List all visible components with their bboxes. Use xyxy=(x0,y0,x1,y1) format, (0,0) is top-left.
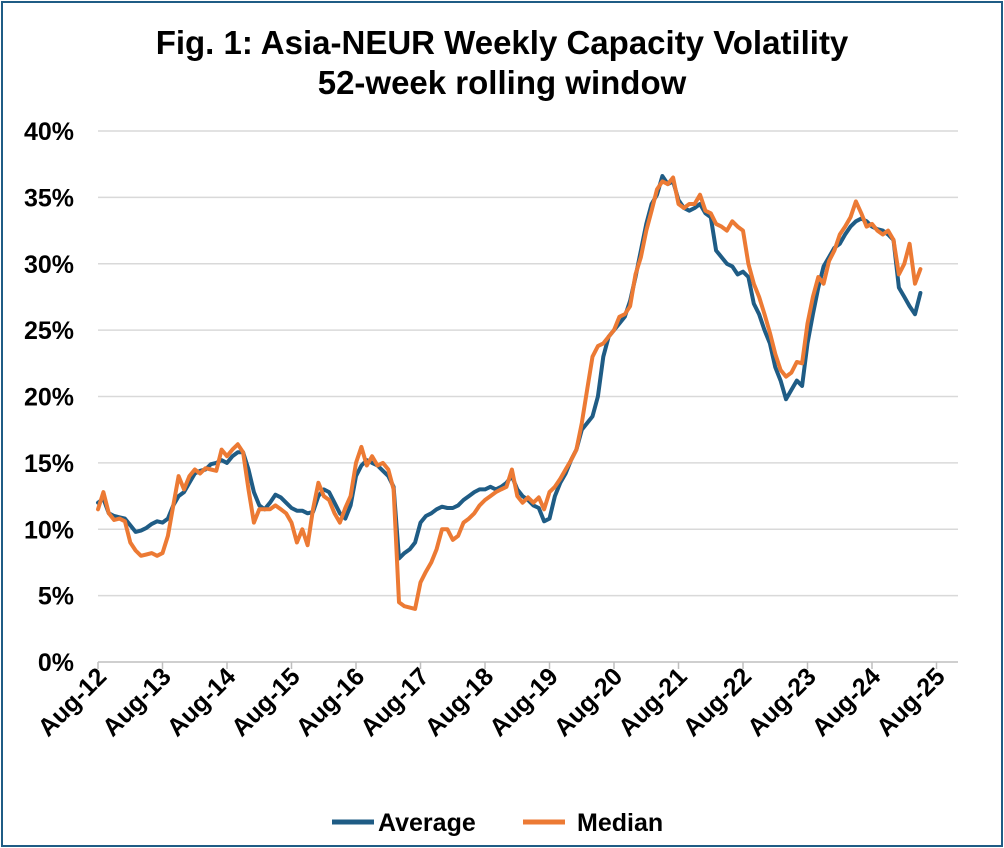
x-tick-label: Aug-25 xyxy=(871,662,951,742)
y-tick-label: 10% xyxy=(24,516,74,544)
chart-title: Fig. 1: Asia-NEUR Weekly Capacity Volati… xyxy=(156,24,849,61)
x-tick-label: Aug-19 xyxy=(484,662,564,742)
y-axis: 0% 5% 10% 15% 20% 25% 30% 35% 40% xyxy=(24,118,74,677)
y-tick-label: 0% xyxy=(38,649,74,677)
y-tick-label: 30% xyxy=(24,251,74,279)
y-tick-label: 20% xyxy=(24,384,74,412)
x-tick-label: Aug-13 xyxy=(97,662,177,742)
x-tick-label: Aug-18 xyxy=(420,662,500,742)
series-line-median xyxy=(96,175,923,611)
x-tick-label: Aug-14 xyxy=(162,662,242,742)
x-tick-label: Aug-21 xyxy=(613,662,693,742)
gridlines xyxy=(98,130,958,597)
x-tick-label: Aug-16 xyxy=(291,662,371,742)
x-tick-label: Aug-20 xyxy=(549,662,629,742)
y-tick-label: 5% xyxy=(38,583,74,611)
x-tick-label: Aug-24 xyxy=(807,662,887,742)
x-tick-label: Aug-22 xyxy=(678,662,758,742)
x-tick-label: Aug-15 xyxy=(226,662,306,742)
legend: Average Median xyxy=(332,809,663,837)
chart-subtitle: 52-week rolling window xyxy=(318,64,687,101)
series-line-average xyxy=(96,174,923,561)
x-tick-label: Aug-17 xyxy=(355,662,435,742)
y-tick-label: 25% xyxy=(24,317,74,345)
x-axis: Aug-12Aug-13Aug-14Aug-15Aug-16Aug-17Aug-… xyxy=(33,661,958,742)
x-tick-label: Aug-23 xyxy=(742,662,822,742)
plot-lines xyxy=(96,174,923,611)
y-tick-label: 35% xyxy=(24,184,74,212)
y-tick-label: 15% xyxy=(24,450,74,478)
legend-label-median: Median xyxy=(577,809,663,837)
legend-label-average: Average xyxy=(378,809,476,837)
y-tick-label: 40% xyxy=(24,118,74,146)
